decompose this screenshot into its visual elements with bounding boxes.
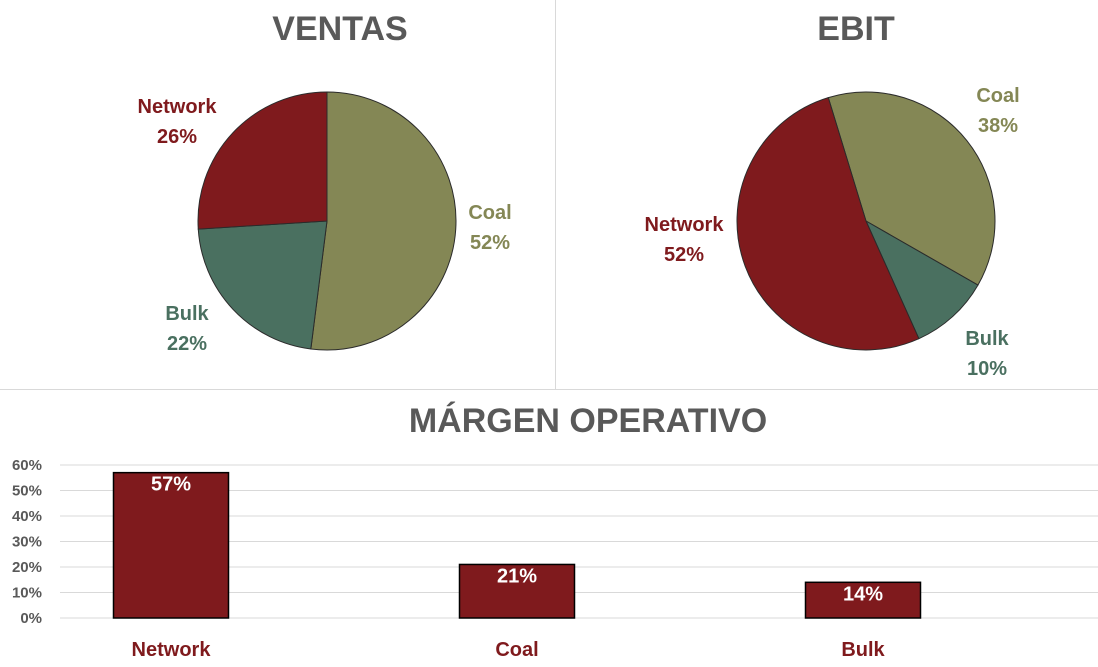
- margen-title: MÁRGEN OPERATIVO: [408, 402, 768, 440]
- category-label-coal: Coal: [495, 639, 538, 661]
- ebit-label-bulk: Bulk: [965, 328, 1009, 350]
- y-tick-label: 40%: [12, 508, 42, 525]
- ebit-label-network: Network: [645, 214, 725, 236]
- category-label-network: Network: [132, 639, 212, 661]
- bar-coal: [458, 563, 576, 619]
- ebit-slice-bulk: [864, 219, 979, 340]
- data-label-network: 57%: [151, 474, 191, 496]
- ventas-title: VENTAS: [272, 10, 408, 48]
- y-tick-label: 20%: [12, 559, 42, 576]
- ventas-label-bulk: Bulk: [165, 303, 209, 325]
- horizontal-divider: [0, 389, 1098, 390]
- ventas-label-coal: Coal: [468, 202, 511, 224]
- ebit-percent-bulk: 10%: [967, 358, 1007, 380]
- ebit-percent-coal: 38%: [978, 115, 1018, 137]
- ebit-pie-svg: Coal 38% Bulk 10% Network 52%: [645, 85, 1020, 380]
- ebit-label-coal: Coal: [976, 85, 1019, 107]
- ventas-percent-bulk: 22%: [167, 333, 207, 355]
- ventas-slice-bulk: [197, 220, 328, 350]
- ebit-slice-network: [736, 97, 920, 351]
- ventas-pie-svg: Coal 52% Bulk 22% Network 26%: [138, 91, 512, 355]
- ventas-percent-coal: 52%: [470, 232, 510, 254]
- ebit-pie-chart: EBIT Coal 38% Bulk 10% Network 52%: [556, 0, 1098, 388]
- ventas-pie-chart: VENTAS Coal 52% Bulk 22% Network 26%: [0, 0, 555, 388]
- bar-network: [112, 471, 230, 619]
- ventas-percent-network: 26%: [157, 126, 197, 148]
- y-tick-label: 60%: [12, 457, 42, 474]
- margen-bar-chart: MÁRGEN OPERATIVO 0% 10% 20% 30% 40% 50% 60% 57%…: [0, 390, 1098, 667]
- ebit-percent-network: 52%: [664, 244, 704, 266]
- data-label-coal: 21%: [497, 565, 537, 587]
- y-tick-label: 50%: [12, 483, 42, 500]
- vertical-divider: [555, 0, 556, 389]
- ventas-label-network: Network: [138, 96, 218, 118]
- ventas-slice-coal: [310, 91, 457, 351]
- ebit-slice-coal: [827, 91, 996, 286]
- category-label-bulk: Bulk: [841, 639, 885, 661]
- ventas-slice-network: [197, 91, 328, 230]
- data-label-bulk: 14%: [843, 583, 883, 605]
- ebit-title: EBIT: [817, 10, 895, 48]
- y-tick-label: 10%: [12, 585, 42, 602]
- y-tick-label: 30%: [12, 534, 42, 551]
- y-tick-label: 0%: [20, 610, 42, 627]
- bar-bulk: [804, 581, 922, 619]
- margen-bar-svg: 0% 10% 20% 30% 40% 50% 60% 57% Network 21% Coal 14%…: [12, 457, 1098, 661]
